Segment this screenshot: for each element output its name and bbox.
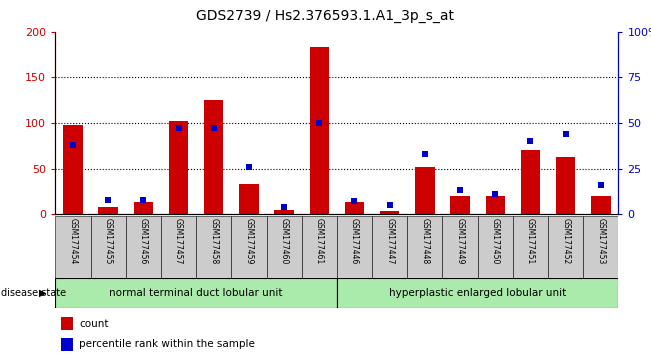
Bar — [55, 278, 337, 308]
Point — [561, 131, 571, 137]
Bar — [61, 318, 74, 330]
Bar — [337, 216, 372, 278]
Bar — [337, 278, 618, 308]
Bar — [266, 216, 301, 278]
Bar — [548, 216, 583, 278]
Point — [138, 197, 148, 202]
Bar — [98, 207, 118, 214]
Text: GSM177460: GSM177460 — [279, 218, 288, 264]
Bar — [591, 196, 611, 214]
Bar — [556, 157, 575, 214]
Text: GSM177451: GSM177451 — [526, 218, 535, 264]
Text: percentile rank within the sample: percentile rank within the sample — [79, 339, 255, 349]
Point — [208, 126, 219, 131]
Text: GDS2739 / Hs2.376593.1.A1_3p_s_at: GDS2739 / Hs2.376593.1.A1_3p_s_at — [197, 9, 454, 23]
Point — [385, 202, 395, 208]
Point — [173, 126, 184, 131]
Bar — [204, 100, 223, 214]
Point — [350, 199, 360, 204]
Text: GSM177452: GSM177452 — [561, 218, 570, 264]
Text: ▶: ▶ — [39, 288, 47, 298]
Text: GSM177446: GSM177446 — [350, 218, 359, 264]
Point — [455, 188, 465, 193]
Text: GSM177449: GSM177449 — [456, 218, 465, 264]
Text: GSM177448: GSM177448 — [421, 218, 430, 264]
Bar — [133, 202, 153, 214]
Bar — [521, 150, 540, 214]
Bar — [415, 167, 435, 214]
Text: GSM177455: GSM177455 — [104, 218, 113, 264]
Point — [279, 204, 289, 210]
Text: GSM177454: GSM177454 — [68, 218, 77, 264]
Text: GSM177458: GSM177458 — [209, 218, 218, 264]
Point — [314, 120, 324, 126]
Bar — [161, 216, 196, 278]
Text: count: count — [79, 319, 109, 329]
Text: GSM177447: GSM177447 — [385, 218, 395, 264]
Text: hyperplastic enlarged lobular unit: hyperplastic enlarged lobular unit — [389, 288, 566, 298]
Bar — [63, 125, 83, 214]
Point — [243, 164, 254, 170]
Bar — [90, 216, 126, 278]
Bar — [231, 216, 266, 278]
Text: normal terminal duct lobular unit: normal terminal duct lobular unit — [109, 288, 283, 298]
Text: GSM177453: GSM177453 — [596, 218, 605, 264]
Bar — [408, 216, 443, 278]
Text: GSM177457: GSM177457 — [174, 218, 183, 264]
Bar — [583, 216, 618, 278]
Point — [68, 142, 78, 148]
Text: GSM177459: GSM177459 — [244, 218, 253, 264]
Bar — [486, 196, 505, 214]
Point — [596, 182, 606, 188]
Bar — [513, 216, 548, 278]
Bar — [478, 216, 513, 278]
Text: disease state: disease state — [1, 288, 66, 298]
Bar — [310, 47, 329, 214]
Bar — [372, 216, 408, 278]
Bar — [61, 338, 74, 351]
Bar — [55, 216, 90, 278]
Bar — [443, 216, 478, 278]
Point — [490, 191, 501, 197]
Bar — [275, 210, 294, 214]
Bar — [450, 196, 470, 214]
Bar — [345, 202, 364, 214]
Bar — [301, 216, 337, 278]
Text: GSM177450: GSM177450 — [491, 218, 500, 264]
Point — [103, 197, 113, 202]
Point — [525, 138, 536, 144]
Point — [420, 151, 430, 157]
Bar — [196, 216, 231, 278]
Bar — [380, 211, 399, 214]
Bar — [126, 216, 161, 278]
Bar — [169, 121, 188, 214]
Text: GSM177456: GSM177456 — [139, 218, 148, 264]
Text: GSM177461: GSM177461 — [315, 218, 324, 264]
Bar — [239, 184, 258, 214]
